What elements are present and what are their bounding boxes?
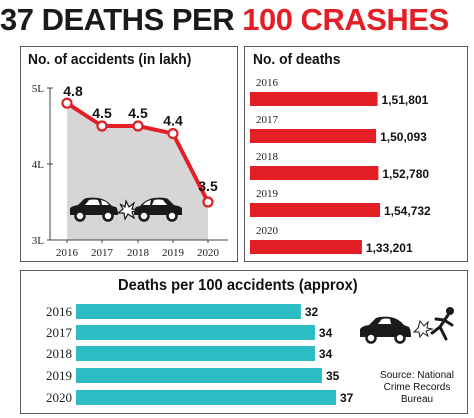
per100-bar [76, 304, 301, 319]
car-wheel [138, 210, 150, 222]
deaths-year-label: 2020 [256, 225, 279, 237]
per100-bar [76, 325, 315, 340]
deaths-value-label: 1,33,201 [366, 241, 413, 255]
accidents-value-label: 4.4 [163, 113, 183, 129]
car-wheel [102, 210, 114, 222]
accidents-x-tick-label: 2017 [91, 247, 114, 259]
deaths-bar [250, 240, 362, 254]
accidents-y-tick-label: 5L [32, 83, 45, 95]
per100-year-label: 2019 [46, 368, 72, 383]
source-note: Source: National Crime Records Bureau [380, 370, 454, 405]
headline: 37 DEATHS PER 100 CRASHES [0, 0, 474, 40]
accidents-value-label: 4.5 [128, 105, 148, 121]
accidents-point [61, 97, 73, 109]
car-window [152, 199, 167, 205]
per100-value-label: 34 [319, 347, 333, 361]
deaths-bar [250, 166, 379, 180]
accidents-x-tick-label: 2020 [197, 247, 220, 259]
per100-value-label: 32 [305, 305, 319, 319]
accidents-point [96, 120, 108, 132]
accidents-panel-title: No. of accidents (in lakh) [28, 51, 192, 68]
car-wheel [166, 210, 178, 222]
per100-value-label: 34 [319, 326, 333, 340]
accidents-y-tick-label: 4L [32, 159, 45, 171]
deaths-year-label: 2019 [256, 188, 279, 200]
per100-value-label: 37 [340, 391, 354, 405]
per100-bar [76, 346, 315, 361]
accidents-point [167, 128, 179, 140]
per100-year-label: 2020 [46, 390, 72, 405]
accidents-x-tick-label: 2018 [127, 247, 150, 259]
deaths-panel [244, 46, 468, 262]
per100-value-label: 35 [326, 369, 340, 383]
headline-part-2: 100 CRASHES [242, 2, 449, 37]
deaths-year-label: 2017 [256, 114, 279, 126]
car-wheel [74, 210, 86, 222]
per100-bar [76, 390, 336, 405]
deaths-bar [250, 129, 377, 143]
car-collision-icon [70, 197, 182, 222]
accidents-point [202, 196, 214, 208]
accidents-value-label: 3.5 [198, 178, 218, 194]
accidents-y-tick-label: 3L [32, 235, 45, 247]
deaths-bar [250, 203, 380, 217]
accidents-x-tick-label: 2019 [162, 247, 185, 259]
per100-year-label: 2018 [46, 346, 72, 361]
car-body [360, 316, 411, 337]
impact-burst [412, 319, 434, 339]
car-wheel [365, 332, 377, 344]
deaths-value-label: 1,54,732 [384, 204, 431, 218]
car-window [143, 200, 151, 205]
accidents-point [132, 120, 144, 132]
deaths-panel-title: No. of deaths [253, 51, 341, 68]
deaths-value-label: 1,50,093 [380, 130, 427, 144]
deaths-value-label: 1,51,801 [382, 93, 429, 107]
car-shape [70, 197, 118, 222]
car-shape [134, 197, 182, 222]
accidents-x-tick-label: 2016 [56, 247, 79, 259]
per100-year-label: 2017 [46, 325, 73, 340]
pedestrian-head [446, 307, 454, 315]
per100-year-label: 2016 [46, 304, 73, 319]
crash-burst [116, 199, 139, 221]
deaths-bar [250, 92, 378, 106]
pedestrian-body [430, 313, 454, 341]
car-window [378, 318, 391, 324]
deaths-year-label: 2018 [256, 151, 279, 163]
deaths-year-label: 2016 [256, 77, 279, 89]
car-wheel [394, 332, 406, 344]
per100-panel-title: Deaths per 100 accidents (approx) [118, 277, 358, 294]
headline-part-1: 37 DEATHS PER [0, 2, 243, 37]
deaths-value-label: 1,52,780 [382, 167, 429, 181]
accidents-value-label: 4.8 [63, 83, 83, 99]
per100-bar [76, 368, 322, 383]
car-hitting-pedestrian-icon [360, 307, 454, 344]
accidents-value-label: 4.5 [92, 105, 112, 121]
car-window [85, 199, 100, 205]
car-window [101, 200, 109, 205]
